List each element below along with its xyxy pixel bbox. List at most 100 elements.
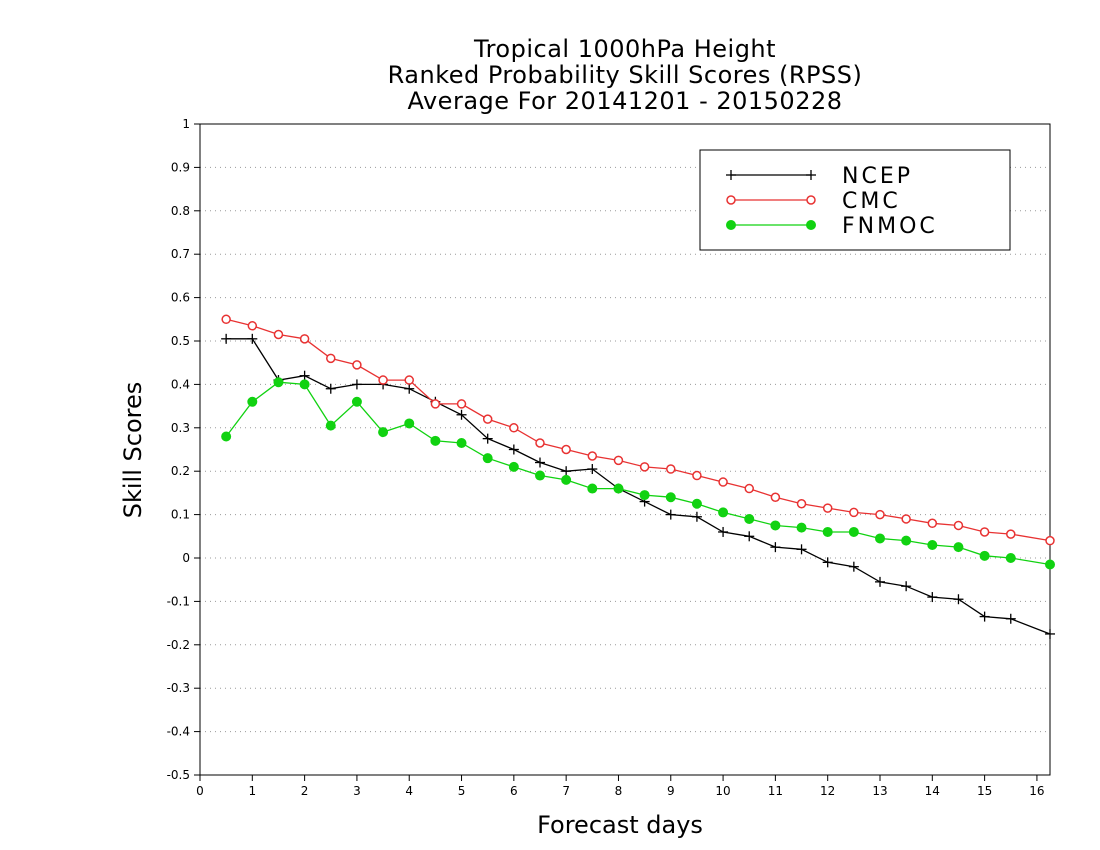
x-tick-label: 5	[458, 784, 466, 798]
x-tick-label: 2	[301, 784, 309, 798]
x-tick-label: 1	[248, 784, 256, 798]
point-fnmoc	[325, 420, 336, 431]
point-fnmoc	[665, 492, 676, 503]
chart-title: Tropical 1000hPa Height Ranked Probabili…	[200, 36, 1050, 114]
point-fnmoc	[378, 427, 389, 438]
x-axis: 0 1 2 3 4 5 6 7 8 9 10 11 12 13 14 15 16	[196, 775, 1045, 798]
point-cmc	[927, 518, 938, 529]
point-cmc	[587, 451, 598, 461]
point-cmc	[666, 464, 676, 474]
point-ncep	[221, 333, 232, 344]
point-cmc	[247, 321, 258, 331]
point-cmc	[1045, 535, 1055, 546]
series-cmc	[221, 314, 1055, 546]
point-fnmoc	[482, 453, 493, 464]
point-cmc	[849, 507, 859, 518]
point-ncep	[508, 444, 519, 455]
point-cmc	[953, 520, 964, 531]
point-ncep	[953, 594, 964, 605]
point-ncep	[979, 611, 990, 622]
point-ncep	[901, 581, 912, 592]
point-fnmoc	[744, 513, 755, 524]
point-cmc	[639, 462, 650, 472]
y-tick-label: 0.4	[171, 377, 190, 391]
legend-marker-left	[726, 220, 736, 230]
y-tick-label: 0.6	[171, 291, 190, 305]
point-cmc	[1006, 529, 1016, 539]
x-tick-label: 6	[510, 784, 518, 798]
point-cmc	[352, 360, 362, 370]
y-tick-label: 0.2	[171, 464, 190, 478]
point-fnmoc	[273, 377, 284, 388]
point-cmc	[744, 483, 754, 494]
point-fnmoc	[535, 470, 545, 481]
point-fnmoc	[1045, 559, 1055, 570]
point-ncep	[299, 370, 310, 381]
x-tick-label: 8	[615, 784, 623, 798]
series-ncep	[221, 333, 1055, 639]
point-cmc	[875, 509, 885, 520]
point-cmc	[613, 455, 624, 466]
y-tick-label: -0.2	[167, 638, 190, 652]
y-tick-label: 0.3	[171, 421, 190, 435]
gridlines	[200, 166, 1050, 733]
point-fnmoc	[351, 396, 362, 407]
point-ncep	[1005, 613, 1016, 624]
point-fnmoc	[404, 418, 415, 429]
point-fnmoc	[927, 539, 938, 550]
y-tick-label: 0.9	[171, 160, 190, 174]
point-fnmoc	[1005, 553, 1016, 563]
point-cmc	[535, 438, 545, 448]
point-cmc	[509, 423, 519, 433]
point-ncep	[665, 509, 676, 520]
y-tick-label: 0.8	[171, 204, 190, 218]
point-ncep	[456, 409, 467, 420]
x-axis-title: Forecast days	[537, 811, 703, 839]
legend-marker-right	[806, 170, 816, 180]
point-fnmoc	[456, 437, 467, 448]
point-ncep	[325, 383, 336, 394]
legend-marker-left	[726, 170, 736, 180]
legend-label-ncep: NCEP	[842, 164, 913, 189]
legend-item-ncep: NCEP	[726, 164, 913, 189]
x-tick-label: 10	[715, 784, 730, 798]
point-fnmoc	[979, 550, 990, 561]
point-cmc	[273, 329, 284, 340]
x-tick-label: 16	[1029, 784, 1044, 798]
point-ncep	[247, 333, 258, 344]
point-fnmoc	[822, 526, 833, 537]
point-ncep	[875, 576, 885, 587]
point-cmc	[326, 353, 336, 364]
point-cmc	[299, 334, 310, 344]
point-fnmoc	[587, 483, 598, 494]
plot-frame	[199, 123, 1051, 776]
series-layer	[221, 314, 1055, 639]
point-fnmoc	[561, 474, 572, 485]
point-fnmoc	[796, 522, 807, 533]
point-cmc	[692, 470, 702, 481]
y-tick-label: 1	[182, 117, 190, 131]
point-fnmoc	[848, 526, 859, 537]
y-tick-label: -0.3	[167, 681, 190, 695]
point-cmc	[221, 314, 231, 325]
point-ncep	[1045, 628, 1055, 639]
point-cmc	[404, 375, 414, 385]
title-line-2: Ranked Probability Skill Scores (RPSS)	[387, 61, 863, 89]
x-tick-label: 7	[562, 784, 570, 798]
legend-marker-right	[806, 220, 816, 230]
legend-label-cmc: CMC	[842, 189, 901, 214]
y-tick-label: -0.4	[167, 725, 190, 739]
legend-marker-right	[806, 195, 816, 205]
title-line-3: Average For 20141201 - 20150228	[407, 87, 843, 115]
point-ncep	[482, 433, 493, 444]
point-ncep	[535, 457, 545, 468]
point-fnmoc	[430, 435, 441, 446]
point-ncep	[770, 542, 781, 553]
point-cmc	[718, 477, 728, 487]
legend-marker-left	[726, 195, 736, 205]
point-cmc	[482, 414, 493, 424]
point-fnmoc	[901, 535, 912, 546]
point-cmc	[796, 499, 807, 509]
point-cmc	[456, 399, 467, 409]
point-ncep	[351, 379, 362, 390]
